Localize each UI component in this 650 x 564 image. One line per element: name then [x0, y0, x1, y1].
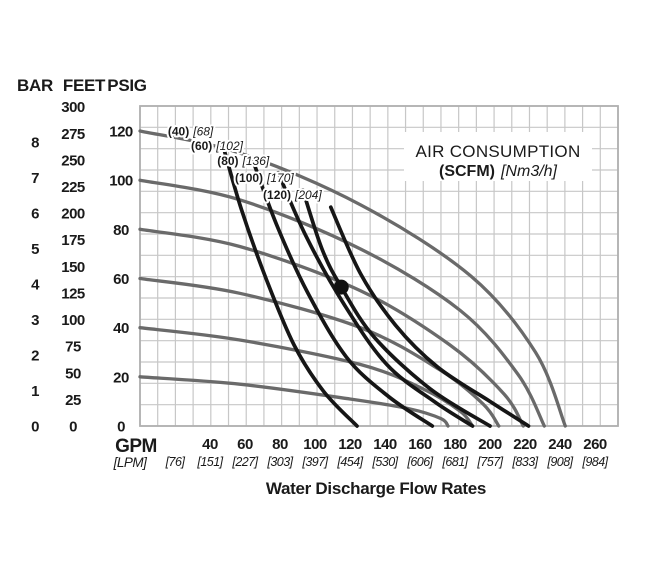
feet-tick-label: 250 [61, 152, 85, 169]
feet-tick-label: 200 [61, 206, 85, 223]
air-curve-label-scfm-value: (40) [168, 124, 189, 138]
psig-tick-label: 20 [113, 369, 129, 386]
air-curve-label-scfm-value: (120) [263, 188, 291, 202]
pressure-curve-100psi [138, 178, 546, 428]
bar-tick-label: 8 [31, 135, 39, 152]
psig-tick-label: 100 [109, 173, 133, 190]
pressure-curve-layer [138, 129, 567, 428]
air-curve-label-40scfm: (40) [68] [168, 124, 214, 138]
bar-tick-label: 6 [31, 206, 39, 223]
air-curve-label-scfm-value: (60) [191, 139, 212, 153]
feet-tick-label: 175 [61, 232, 85, 249]
lpm-tick-label: [530] [371, 455, 398, 469]
gpm-tick-label: 80 [272, 436, 288, 453]
air-curve-60scfm [250, 156, 435, 428]
feet-tick-label: 300 [61, 99, 85, 116]
lpm-tick-label: [151] [196, 455, 223, 469]
bar-tick-label: 7 [31, 170, 39, 187]
lpm-tick-label: [908] [546, 455, 573, 469]
gpm-tick-label: 140 [373, 436, 397, 453]
bar-tick-label: 1 [31, 383, 39, 400]
air-curve-label-120scfm: (120) [204] [263, 188, 322, 202]
air-consumption-curve-layer [220, 141, 531, 428]
air-curve-100scfm [300, 188, 492, 428]
lpm-tick-label: [984] [581, 455, 608, 469]
air-curve-label-nm3h-value: [68] [192, 124, 214, 138]
gpm-tick-label: 180 [443, 436, 467, 453]
gpm-axis-header: GPM [115, 436, 157, 457]
air-curve-120scfm [328, 205, 531, 428]
feet-tick-label: 225 [61, 179, 85, 196]
feet-tick-label: 0 [69, 419, 77, 436]
pressure-curve-80psi [138, 227, 525, 428]
air-curve-80scfm [276, 170, 475, 428]
psig-tick-label: 80 [113, 222, 129, 239]
psig-tick-label: 40 [113, 320, 129, 337]
lpm-tick-label: [76] [165, 455, 186, 469]
psig-tick-label: 120 [109, 124, 133, 141]
feet-tick-label: 25 [65, 392, 81, 409]
feet-tick-label: 50 [65, 365, 81, 382]
x-axis-title: Water Discharge Flow Rates [266, 479, 486, 498]
gpm-tick-label: 160 [408, 436, 432, 453]
pressure-curve-40psi [138, 326, 475, 428]
psig-axis-header: PSIG [107, 76, 147, 95]
feet-tick-label: 75 [65, 339, 81, 356]
pressure-curve-20psi [138, 375, 450, 428]
lpm-tick-label: [454] [336, 455, 363, 469]
lpm-tick-label: [757] [476, 455, 503, 469]
gpm-tick-label: 120 [338, 436, 362, 453]
air-curve-label-nm3h-value: [170] [266, 171, 294, 185]
lpm-axis-header: [LPM] [113, 455, 149, 470]
air-curve-label-nm3h-value: [136] [242, 154, 270, 168]
air-curve-label-100scfm: (100) [170] [235, 171, 294, 185]
bar-tick-label: 2 [31, 348, 39, 365]
pressure-curve-60psi [138, 276, 501, 428]
bar-axis-header: BAR [17, 76, 53, 95]
feet-tick-label: 100 [61, 312, 85, 329]
air-curve-40scfm [220, 141, 359, 428]
lpm-tick-label: [833] [511, 455, 538, 469]
psig-tick-label: 0 [117, 419, 125, 436]
bar-tick-label: 3 [31, 312, 39, 329]
pressure-curve-120psi [138, 129, 567, 428]
axis-tick-layer: 8765432103002752502252001751501251007550… [31, 99, 609, 469]
curve-label-layer: (40) [68](60) [102](80) [136] (100) [170] (120… [166, 122, 325, 204]
gpm-tick-label: 40 [202, 436, 218, 453]
air-curve-label-nm3h-value: [204] [294, 188, 322, 202]
title-background-box [404, 132, 592, 181]
lpm-tick-label: [606] [406, 455, 433, 469]
bar-tick-label: 5 [31, 241, 39, 258]
air-curve-label-scfm-value: (80) [217, 154, 238, 168]
bar-tick-label: 4 [31, 277, 40, 294]
psig-tick-label: 60 [113, 271, 129, 288]
gpm-tick-label: 60 [237, 436, 253, 453]
gpm-tick-label: 220 [513, 436, 537, 453]
air-curve-label-nm3h-value: [102] [215, 139, 243, 153]
chart-subtitle-scfm: (SCFM) [439, 163, 495, 180]
gpm-tick-label: 100 [303, 436, 327, 453]
chart-subtitle-nm3h: [Nm3/h] [500, 163, 558, 180]
plot-border [139, 105, 619, 427]
feet-tick-label: 125 [61, 285, 85, 302]
air-curve-label-scfm-value: (100) [235, 171, 263, 185]
feet-tick-label: 275 [61, 126, 85, 143]
bar-tick-label: 0 [31, 419, 39, 436]
feet-tick-label: 150 [61, 259, 85, 276]
lpm-tick-label: [397] [301, 455, 328, 469]
gpm-tick-label: 240 [548, 436, 572, 453]
chart-title: AIR CONSUMPTION [415, 142, 580, 161]
feet-axis-header: FEET [63, 76, 106, 95]
lpm-tick-label: [227] [231, 455, 258, 469]
air-curve-label-80scfm: (80) [136] [217, 154, 270, 168]
chart-subtitle: (SCFM) [Nm3/h] [439, 163, 558, 180]
gpm-tick-label: 200 [478, 436, 502, 453]
lpm-tick-label: [303] [266, 455, 293, 469]
air-curve-label-60scfm: (60) [102] [191, 139, 244, 153]
lpm-tick-label: [681] [441, 455, 468, 469]
operating-point-marker [333, 279, 349, 295]
gpm-tick-label: 260 [583, 436, 607, 453]
